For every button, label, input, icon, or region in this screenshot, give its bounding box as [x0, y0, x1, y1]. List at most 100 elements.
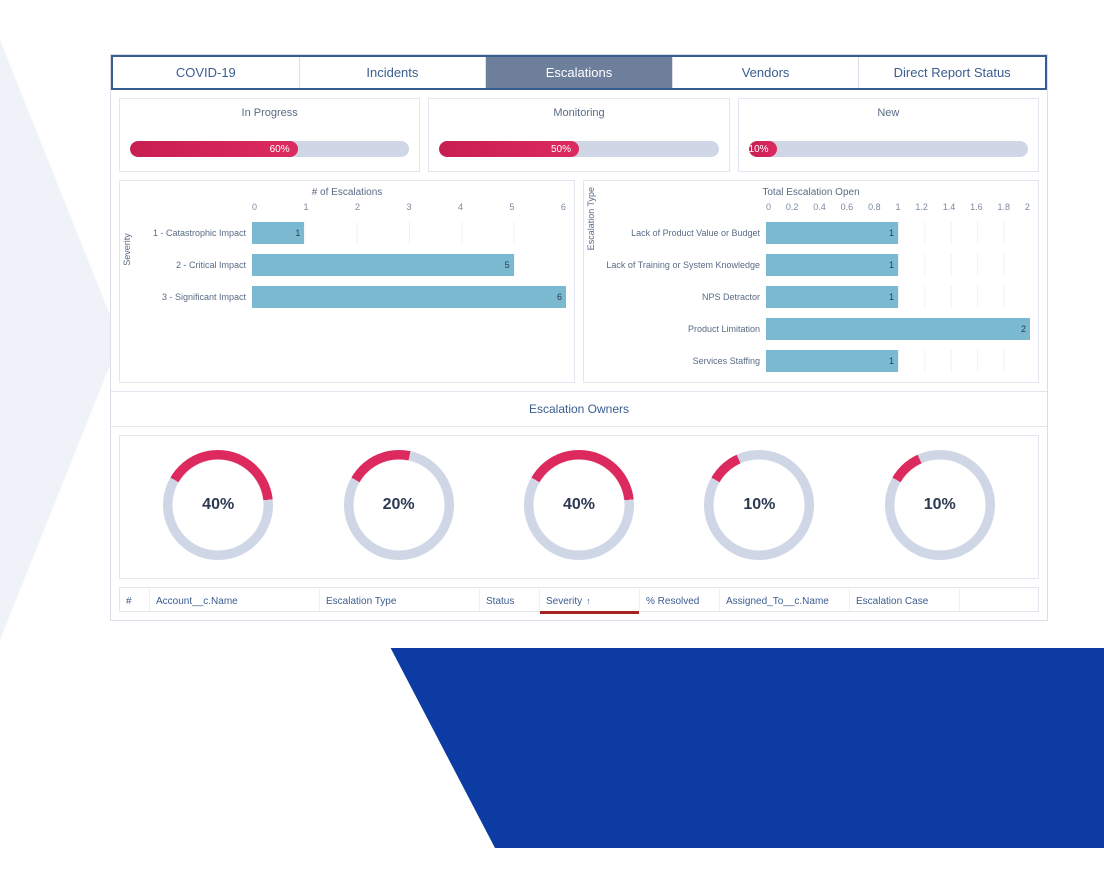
axis-tick: 0.4: [813, 202, 826, 212]
axis-tick: 1.6: [970, 202, 983, 212]
axis-tick: 0: [252, 202, 257, 212]
column-header--resolved[interactable]: % Resolved: [640, 588, 720, 611]
axis-tick: 0: [766, 202, 771, 212]
bar-row: Lack of Product Value or Budget 1: [606, 222, 1030, 244]
axis-tick: 5: [509, 202, 514, 212]
status-card-in-progress: In Progress 60%: [119, 98, 420, 172]
bar-value: 1: [889, 228, 894, 238]
chart-total-escalation-open: Total Escalation Open Escalation Type 0 0…: [583, 180, 1039, 383]
bar-row: Services Staffing1: [606, 350, 1030, 372]
bar-row: 1 - Catastrophic Impact 1: [142, 222, 566, 244]
bar-fill[interactable]: 1: [766, 350, 898, 372]
escalations-table: #Account__c.NameEscalation TypeStatusSev…: [119, 587, 1039, 612]
chart-body: 01234561 - Catastrophic Impact12 - Criti…: [142, 202, 566, 308]
bar-value: 1: [295, 228, 300, 238]
donut-ring[interactable]: 10%: [704, 450, 814, 560]
bar-charts-row: # of Escalations Severity 01234561 - Cat…: [111, 180, 1047, 391]
donut: 40%: [524, 450, 634, 560]
donut-ring[interactable]: 20%: [344, 450, 454, 560]
bar-row: Product Limitation2: [606, 318, 1030, 340]
escalation-owners-header: Escalation Owners: [111, 391, 1047, 427]
progress-fill: 10%: [749, 141, 777, 157]
axis-tick: 6: [561, 202, 566, 212]
bar-fill[interactable]: 1: [252, 222, 304, 244]
column-header-escalation-type[interactable]: Escalation Type: [320, 588, 480, 611]
bar-track: 1: [766, 350, 1030, 372]
bar-label: Lack of Product Value or Budget: [606, 228, 766, 238]
progress-fill: 60%: [130, 141, 298, 157]
decorative-left-triangle: [0, 40, 120, 640]
status-card-new: New 10%: [738, 98, 1039, 172]
bar-fill[interactable]: 5: [252, 254, 514, 276]
bar-track: 1: [766, 286, 1030, 308]
column-header-escalation-case[interactable]: Escalation Case: [850, 588, 960, 611]
escalation-owners-donuts: 40% 20% 40% 10% 10%: [119, 435, 1039, 579]
bar-label: 2 - Critical Impact: [142, 260, 252, 270]
status-card-title: New: [749, 107, 1028, 119]
axis-tick: 1.8: [998, 202, 1011, 212]
bar-label: 3 - Significant Impact: [142, 292, 252, 302]
bar-value: 6: [557, 292, 562, 302]
donut: 10%: [704, 450, 814, 560]
bar-row: Lack of Training or System Knowledge1: [606, 254, 1030, 276]
chart-title: Total Escalation Open: [592, 187, 1030, 198]
tab-covid-19[interactable]: COVID-19: [113, 57, 300, 88]
table-header-row: #Account__c.NameEscalation TypeStatusSev…: [120, 588, 1038, 611]
bar-track: 6: [252, 286, 566, 308]
donut-ring[interactable]: 40%: [524, 450, 634, 560]
tab-direct-report-status[interactable]: Direct Report Status: [859, 57, 1045, 88]
donut-ring[interactable]: 10%: [885, 450, 995, 560]
chart-escalations-by-severity: # of Escalations Severity 01234561 - Cat…: [119, 180, 575, 383]
tab-vendors[interactable]: Vendors: [673, 57, 860, 88]
donut: 40%: [163, 450, 273, 560]
axis-tick: 3: [406, 202, 411, 212]
tab-incidents[interactable]: Incidents: [300, 57, 487, 88]
bar-fill[interactable]: 1: [766, 254, 898, 276]
bar-value: 1: [889, 356, 894, 366]
bar-fill[interactable]: 1: [766, 222, 898, 244]
bar-label: NPS Detractor: [606, 292, 766, 302]
bar-row: 3 - Significant Impact 6: [142, 286, 566, 308]
bar-track: 2: [766, 318, 1030, 340]
progress-track: 60%: [130, 141, 409, 157]
chart-yaxis-label: Escalation Type: [586, 186, 596, 249]
bar-track: 1: [766, 254, 1030, 276]
chart-yaxis-label: Severity: [122, 233, 132, 266]
chart-body: 00.20.40.60.811.21.41.61.82Lack of Produ…: [606, 202, 1030, 372]
donut: 10%: [885, 450, 995, 560]
dashboard-frame: COVID-19IncidentsEscalationsVendorsDirec…: [110, 54, 1048, 621]
bar-track: 1: [766, 222, 1030, 244]
bar-fill[interactable]: 6: [252, 286, 566, 308]
column-header--[interactable]: #: [120, 588, 150, 611]
progress-track: 50%: [439, 141, 718, 157]
column-header-account-c-name[interactable]: Account__c.Name: [150, 588, 320, 611]
bar-label: 1 - Catastrophic Impact: [142, 228, 252, 238]
status-card-title: Monitoring: [439, 107, 718, 119]
bar-track: 1: [252, 222, 566, 244]
axis-tick: 0.6: [841, 202, 854, 212]
tab-strip: COVID-19IncidentsEscalationsVendorsDirec…: [111, 55, 1047, 90]
axis-tick: 1: [303, 202, 308, 212]
status-progress-row: In Progress 60% Monitoring 50% New 10%: [111, 90, 1047, 180]
bar-value: 5: [505, 260, 510, 270]
axis-tick: 1.2: [915, 202, 928, 212]
status-card-monitoring: Monitoring 50%: [428, 98, 729, 172]
progress-track: 10%: [749, 141, 1028, 157]
column-header-severity[interactable]: Severity↑: [540, 588, 640, 611]
axis-tick: 0.8: [868, 202, 881, 212]
status-card-title: In Progress: [130, 107, 409, 119]
axis-tick: 1: [895, 202, 900, 212]
axis-tick: 0.2: [786, 202, 799, 212]
axis-tick: 4: [458, 202, 463, 212]
bar-value: 1: [889, 260, 894, 270]
bar-row: 2 - Critical Impact 5: [142, 254, 566, 276]
tab-escalations[interactable]: Escalations: [486, 57, 673, 88]
progress-fill: 50%: [439, 141, 579, 157]
column-header-status[interactable]: Status: [480, 588, 540, 611]
bar-fill[interactable]: 2: [766, 318, 1030, 340]
donut-ring[interactable]: 40%: [163, 450, 273, 560]
decorative-blue-banner: [234, 648, 1104, 848]
bar-fill[interactable]: 1: [766, 286, 898, 308]
bar-row: NPS Detractor1: [606, 286, 1030, 308]
column-header-assigned-to-c-name[interactable]: Assigned_To__c.Name: [720, 588, 850, 611]
